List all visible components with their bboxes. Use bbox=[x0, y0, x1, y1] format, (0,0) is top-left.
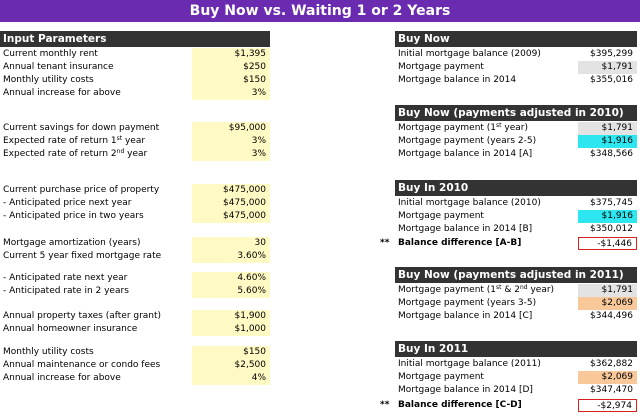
input-label-return-1st: Expected rate of return 1st year bbox=[3, 135, 146, 146]
input-value-tenant-insurance[interactable]: $250 bbox=[192, 61, 270, 74]
input-value-annual-increase[interactable]: 3% bbox=[192, 87, 270, 100]
buy2011-payment-value: $2,069 bbox=[578, 371, 637, 384]
adj2010-balance-a-value: $348,566 bbox=[590, 149, 633, 159]
buy2010-initial-balance-value: $375,745 bbox=[590, 198, 633, 208]
input-label-utility: Monthly utility costs bbox=[3, 75, 94, 85]
adj2010-payment-2-5-value: $1,916 bbox=[578, 135, 637, 148]
input-label-annual-increase: Annual increase for above bbox=[3, 88, 121, 98]
adj2010-balance-a-label: Mortgage balance in 2014 [A] bbox=[398, 149, 533, 159]
input-label-savings: Current savings for down payment bbox=[3, 123, 160, 133]
buy2010-balance-b-label: Mortgage balance in 2014 [B] bbox=[398, 224, 533, 234]
input-label-rate-two-years: - Anticipated rate in 2 years bbox=[3, 286, 129, 296]
adj2011-balance-c-label: Mortgage balance in 2014 [C] bbox=[398, 311, 533, 321]
input-value-return-2nd[interactable]: 3% bbox=[192, 148, 270, 161]
input-value-annual-increase-2[interactable]: 4% bbox=[192, 372, 270, 385]
buy-now-initial-balance-value: $395,299 bbox=[590, 49, 633, 59]
input-value-homeowner-insurance[interactable]: $1,000 bbox=[192, 323, 270, 336]
input-label-tenant-insurance: Annual tenant insurance bbox=[3, 62, 114, 72]
input-label-utility-2: Monthly utility costs bbox=[3, 347, 94, 357]
buy2011-initial-balance-value: $362,882 bbox=[590, 359, 633, 369]
buy-now-adjusted-2011-header: Buy Now (payments adjusted in 2011) bbox=[395, 267, 637, 283]
buy2011-payment-label: Mortgage payment bbox=[398, 372, 484, 382]
buy-now-initial-balance-label: Initial mortgage balance (2009) bbox=[398, 49, 541, 59]
input-label-annual-increase-2: Annual increase for above bbox=[3, 373, 121, 383]
adj2010-payment-1st-label: Mortgage payment (1st year) bbox=[398, 122, 528, 133]
buy2011-balance-d-value: $347,470 bbox=[590, 385, 633, 395]
input-value-maintenance[interactable]: $2,500 bbox=[192, 359, 270, 372]
buy-in-2010-header: Buy In 2010 bbox=[395, 180, 637, 196]
input-value-rate-two-years[interactable]: 5.60% bbox=[192, 285, 270, 298]
adj2010-payment-2-5-label: Mortgage payment (years 2-5) bbox=[398, 136, 537, 146]
buy2010-difference-value: -$1,446 bbox=[578, 237, 637, 250]
input-value-utility-2[interactable]: $150 bbox=[192, 346, 270, 359]
input-label-price-two-years: - Anticipated price in two years bbox=[3, 211, 144, 221]
input-label-current-rate: Current 5 year fixed mortgage rate bbox=[3, 251, 162, 261]
buy2010-payment-label: Mortgage payment bbox=[398, 211, 484, 221]
input-value-property-taxes[interactable]: $1,900 bbox=[192, 310, 270, 323]
input-parameters-header: Input Parameters bbox=[0, 31, 270, 47]
buy2011-difference-marker: ** bbox=[380, 400, 390, 410]
input-value-current-rate[interactable]: 3.60% bbox=[192, 250, 270, 263]
buy-now-header: Buy Now bbox=[395, 31, 637, 47]
buy2011-difference-label: Balance difference [C-D] bbox=[398, 400, 522, 410]
input-label-return-2nd: Expected rate of return 2nd year bbox=[3, 148, 148, 159]
sheet-title: Buy Now vs. Waiting 1 or 2 Years bbox=[0, 0, 640, 22]
input-value-purchase-price[interactable]: $475,000 bbox=[192, 184, 270, 197]
adj2011-payment-3-5-value: $2,069 bbox=[578, 297, 637, 310]
input-value-savings[interactable]: $95,000 bbox=[192, 122, 270, 135]
buy-now-balance-2014-label: Mortgage balance in 2014 bbox=[398, 75, 517, 85]
buy2010-payment-value: $1,916 bbox=[578, 210, 637, 223]
buy-now-payment-label: Mortgage payment bbox=[398, 62, 484, 72]
buy2010-balance-b-value: $350,012 bbox=[590, 224, 633, 234]
input-label-purchase-price: Current purchase price of property bbox=[3, 185, 160, 195]
buy2011-balance-d-label: Mortgage balance in 2014 [D] bbox=[398, 385, 533, 395]
input-value-return-1st[interactable]: 3% bbox=[192, 135, 270, 148]
adj2011-payment-1st-2nd-label: Mortgage payment (1st & 2nd year) bbox=[398, 284, 555, 295]
input-value-rent[interactable]: $1,395 bbox=[192, 48, 270, 61]
input-label-property-taxes: Annual property taxes (after grant) bbox=[3, 311, 162, 321]
buy-now-payment-value: $1,791 bbox=[578, 61, 637, 74]
input-value-price-two-years[interactable]: $475,000 bbox=[192, 210, 270, 223]
input-label-amortization: Mortgage amortization (years) bbox=[3, 238, 141, 248]
input-label-homeowner-insurance: Annual homeowner insurance bbox=[3, 324, 138, 334]
adj2010-payment-1st-value: $1,791 bbox=[578, 122, 637, 135]
buy2010-difference-label: Balance difference [A-B] bbox=[398, 238, 522, 248]
input-label-rate-next-year: - Anticipated rate next year bbox=[3, 273, 128, 283]
buy-now-adjusted-2010-header: Buy Now (payments adjusted in 2010) bbox=[395, 105, 637, 121]
input-value-price-next-year[interactable]: $475,000 bbox=[192, 197, 270, 210]
buy2010-initial-balance-label: Initial mortgage balance (2010) bbox=[398, 198, 541, 208]
buy2011-difference-value: -$2,974 bbox=[578, 399, 637, 412]
input-value-amortization[interactable]: 30 bbox=[192, 237, 270, 250]
adj2011-payment-1st-2nd-value: $1,791 bbox=[578, 284, 637, 297]
buy-now-balance-2014-value: $355,016 bbox=[590, 75, 633, 85]
buy2011-initial-balance-label: Initial mortgage balance (2011) bbox=[398, 359, 541, 369]
adj2011-balance-c-value: $344,496 bbox=[590, 311, 633, 321]
input-value-rate-next-year[interactable]: 4.60% bbox=[192, 272, 270, 285]
adj2011-payment-3-5-label: Mortgage payment (years 3-5) bbox=[398, 298, 537, 308]
input-value-utility[interactable]: $150 bbox=[192, 74, 270, 87]
input-label-maintenance: Annual maintenance or condo fees bbox=[3, 360, 161, 370]
input-label-price-next-year: - Anticipated price next year bbox=[3, 198, 132, 208]
input-label-rent: Current monthly rent bbox=[3, 49, 98, 59]
buy2010-difference-marker: ** bbox=[380, 238, 390, 248]
buy-in-2011-header: Buy In 2011 bbox=[395, 341, 637, 357]
